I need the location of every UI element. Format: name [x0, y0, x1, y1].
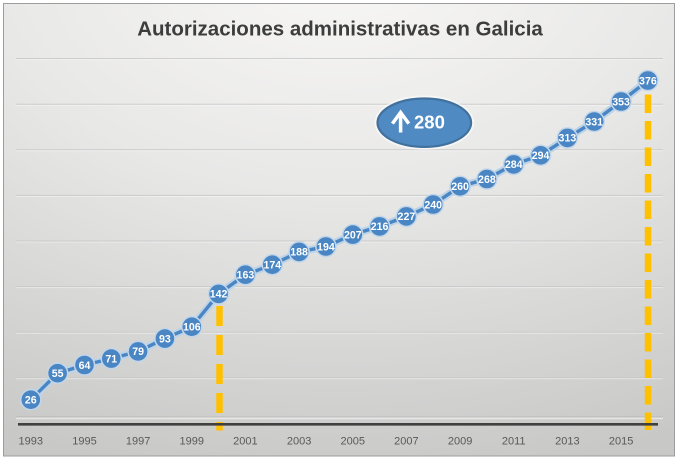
- svg-text:376: 376: [639, 75, 657, 87]
- svg-text:1995: 1995: [72, 435, 96, 447]
- svg-text:55: 55: [52, 368, 64, 380]
- svg-text:174: 174: [263, 260, 281, 272]
- svg-text:2015: 2015: [609, 435, 633, 447]
- svg-text:Autorizaciones administrativas: Autorizaciones administrativas en Galici…: [137, 17, 543, 40]
- svg-text:280: 280: [414, 112, 445, 133]
- svg-text:268: 268: [478, 174, 496, 186]
- svg-text:260: 260: [451, 181, 469, 193]
- svg-text:26: 26: [25, 395, 37, 407]
- svg-text:106: 106: [183, 322, 201, 334]
- svg-text:331: 331: [585, 116, 603, 128]
- svg-text:188: 188: [290, 247, 308, 259]
- svg-text:79: 79: [132, 346, 144, 358]
- svg-text:2001: 2001: [233, 435, 257, 447]
- svg-text:1997: 1997: [126, 435, 150, 447]
- svg-text:1999: 1999: [180, 435, 204, 447]
- svg-text:2011: 2011: [502, 435, 526, 447]
- svg-text:313: 313: [559, 133, 577, 145]
- svg-text:2007: 2007: [394, 435, 418, 447]
- svg-text:207: 207: [344, 229, 362, 241]
- svg-text:2009: 2009: [448, 435, 472, 447]
- svg-text:163: 163: [237, 270, 255, 282]
- svg-text:2013: 2013: [555, 435, 579, 447]
- svg-text:2003: 2003: [287, 435, 311, 447]
- svg-text:240: 240: [424, 199, 442, 211]
- svg-text:353: 353: [612, 96, 630, 108]
- svg-text:194: 194: [317, 241, 335, 253]
- svg-text:1993: 1993: [19, 435, 43, 447]
- svg-text:64: 64: [79, 360, 91, 372]
- svg-text:142: 142: [210, 289, 228, 301]
- svg-text:227: 227: [398, 211, 416, 223]
- svg-text:2005: 2005: [341, 435, 365, 447]
- svg-text:71: 71: [105, 353, 117, 365]
- svg-text:93: 93: [159, 333, 171, 345]
- svg-text:216: 216: [371, 221, 389, 233]
- svg-text:284: 284: [505, 159, 523, 171]
- svg-text:294: 294: [532, 150, 550, 162]
